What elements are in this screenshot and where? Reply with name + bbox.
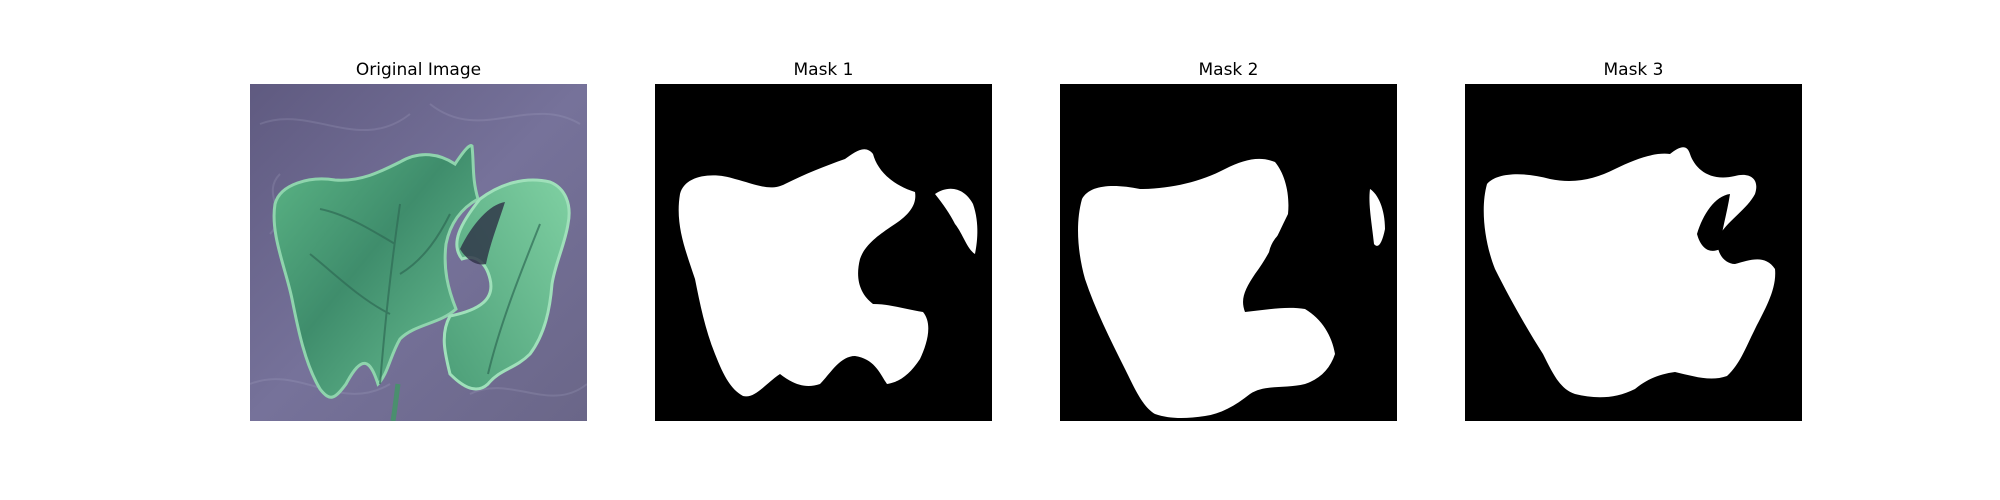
panel-mask-1: Mask 1: [655, 59, 992, 421]
panel-title: Original Image: [355, 60, 482, 80]
mask-fragment: [935, 188, 978, 254]
panel-title: Mask 2: [1198, 60, 1259, 80]
mask-foreground: [1483, 147, 1776, 398]
mask-fragment: [1369, 189, 1385, 246]
panel-title: Mask 1: [793, 60, 854, 80]
mask-hole: [1268, 228, 1302, 270]
mask-foreground: [1078, 158, 1335, 419]
mask-2-image: [1060, 84, 1397, 421]
mask-hole: [1697, 194, 1730, 251]
leaf-left-lobe: [272, 144, 480, 399]
mask-1-image: [655, 84, 992, 421]
original-leaf-image: [250, 84, 587, 421]
panel-original-image: Original Image: [250, 59, 587, 421]
leaf-stem: [390, 383, 401, 421]
panel-mask-3: Mask 3: [1465, 59, 1802, 421]
panel-mask-2: Mask 2: [1060, 59, 1397, 421]
leaf-veins: [309, 203, 541, 385]
mask-foreground: [678, 149, 929, 397]
panel-title: Mask 3: [1603, 60, 1664, 80]
leaf-shadow: [460, 202, 505, 265]
mask-3-image: [1465, 84, 1802, 421]
